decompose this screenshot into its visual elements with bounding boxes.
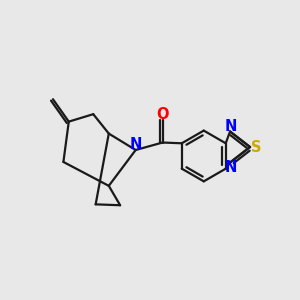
Text: N: N [224, 119, 236, 134]
Text: S: S [251, 140, 261, 154]
Text: N: N [224, 160, 236, 175]
Text: N: N [130, 137, 142, 152]
Text: O: O [156, 107, 169, 122]
